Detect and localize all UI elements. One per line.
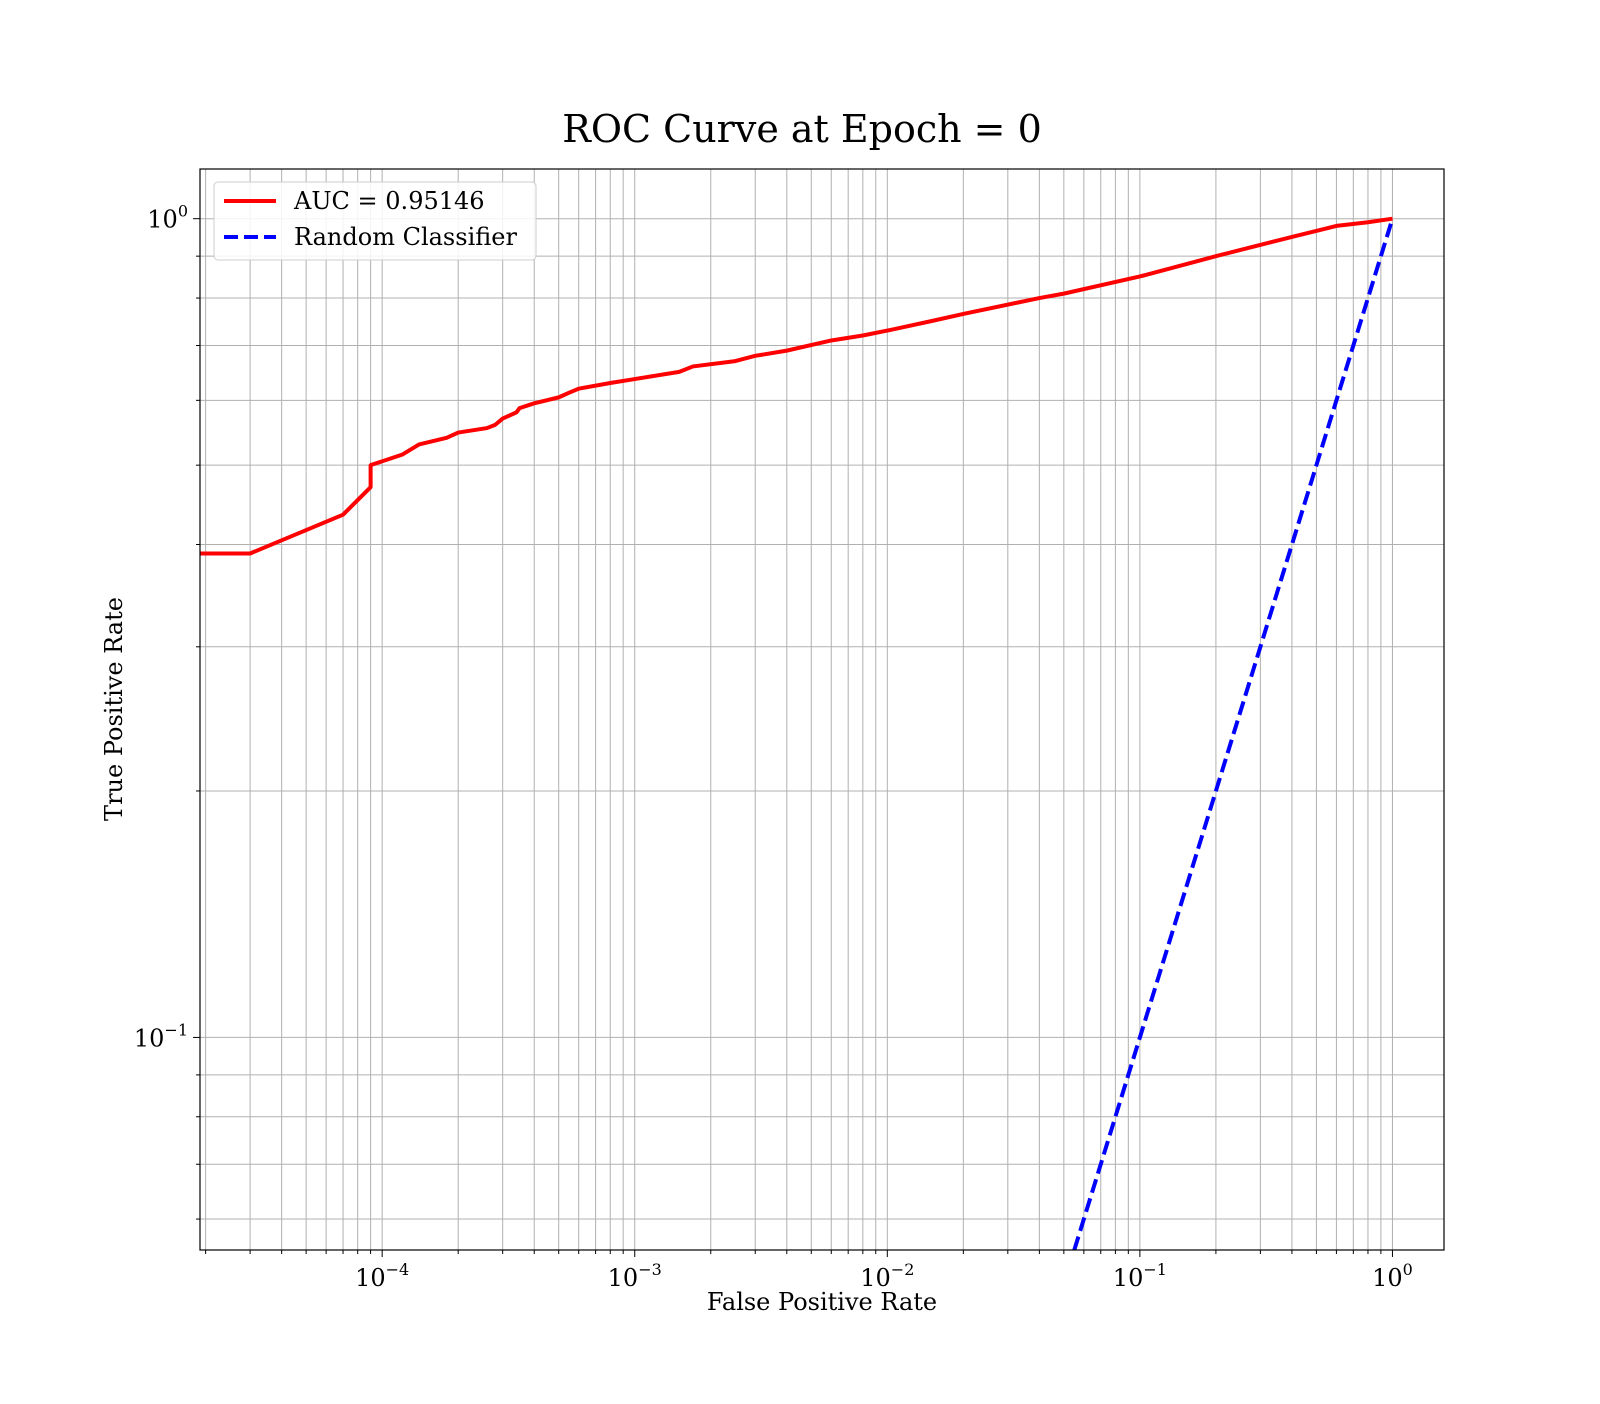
x-tick-label: 10−3 — [608, 1260, 662, 1292]
legend: AUC = 0.95146 Random Classifier — [213, 181, 537, 261]
axis-ticks: 10−4 10−3 10−2 10−1 100 10−1 100 — [134, 202, 1413, 1292]
roc-curve-line — [200, 216, 1393, 556]
grid-lines — [200, 169, 1444, 1250]
legend-box — [213, 181, 537, 261]
x-axis-label: False Positive Rate — [707, 1288, 937, 1316]
x-tick-label: 10−1 — [1113, 1260, 1167, 1292]
y-tick-label: 10−1 — [134, 1020, 188, 1052]
x-tick-label: 10−2 — [860, 1260, 914, 1292]
legend-label: Random Classifier — [294, 223, 517, 251]
data-series — [200, 216, 1395, 1250]
x-tick-label: 10−4 — [355, 1260, 409, 1292]
random-classifier-line — [1072, 218, 1395, 1250]
legend-label: AUC = 0.95146 — [293, 187, 485, 215]
y-tick-label: 100 — [147, 202, 188, 234]
y-axis-label: True Positive Rate — [100, 597, 128, 821]
plot-frame — [199, 168, 1445, 1251]
x-tick-label: 100 — [1372, 1260, 1413, 1292]
chart-title: ROC Curve at Epoch = 0 — [562, 107, 1042, 151]
